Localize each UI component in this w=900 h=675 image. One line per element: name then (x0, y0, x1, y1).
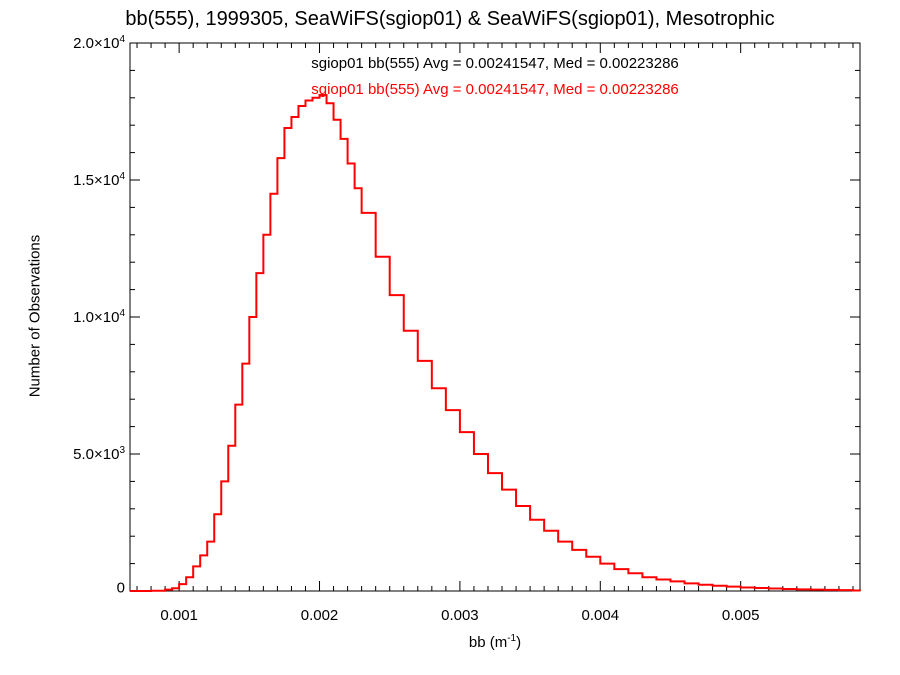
x-tick-label: 0.004 (581, 607, 620, 624)
y-tick-mantissa: 5.0×10 (73, 446, 120, 463)
y-tick-exponent: 4 (119, 308, 125, 319)
x-axis-label: bb (m-1) (0, 633, 900, 651)
x-tick-label: 0.001 (160, 607, 198, 624)
y-tick-mantissa: 1.0×10 (73, 309, 120, 326)
x-axis-label-sup: -1 (507, 633, 517, 644)
y-tick-label: 0 (117, 580, 125, 597)
y-tick-mantissa: 0 (116, 579, 125, 597)
y-tick-exponent: 3 (119, 445, 125, 456)
x-axis-label-base: bb (m (468, 634, 508, 651)
x-axis-label-end: ) (516, 634, 522, 651)
annotation-red: sgiop01 bb(555) Avg = 0.00241547, Med = … (311, 81, 679, 98)
y-tick-label: 2.0×104 (73, 34, 125, 52)
x-tick-label: 0.002 (300, 607, 339, 624)
chart-title: bb(555), 1999305, SeaWiFS(sgiop01) & Sea… (125, 8, 775, 30)
x-tick-label: 0.005 (721, 607, 760, 624)
y-tick-label: 5.0×103 (73, 445, 125, 463)
y-tick-label: 1.5×104 (73, 171, 125, 189)
y-tick-exponent: 4 (119, 34, 125, 45)
plot-frame (129, 42, 861, 592)
series-line-0 (130, 94, 861, 592)
y-tick-label: 1.0×104 (73, 308, 125, 326)
y-tick-exponent: 4 (119, 171, 125, 182)
x-tick-label: 0.003 (441, 607, 479, 624)
annotation-black: sgiop01 bb(555) Avg = 0.00241547, Med = … (311, 55, 679, 72)
y-tick-mantissa: 2.0×10 (73, 35, 120, 52)
y-tick-mantissa: 1.5×10 (73, 172, 120, 189)
y-axis-label: Number of Observations (26, 234, 44, 398)
